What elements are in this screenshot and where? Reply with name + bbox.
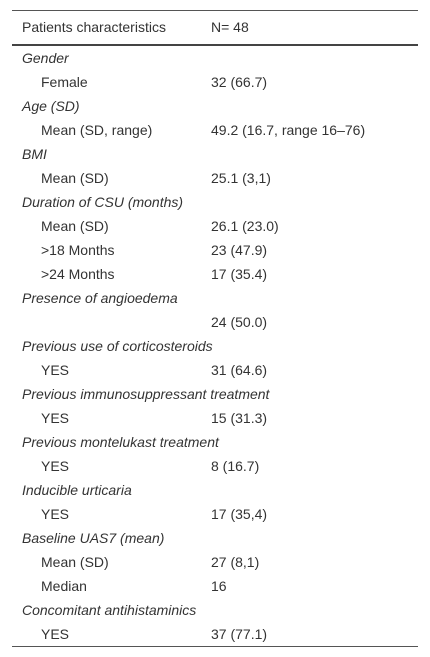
data-row: 24 (50.0) bbox=[12, 310, 418, 334]
row-value: 27 (8,1) bbox=[211, 554, 260, 570]
group-label: Previous montelukast treatment bbox=[22, 434, 219, 450]
row-value: 32 (66.7) bbox=[211, 74, 268, 90]
group-row: Baseline UAS7 (mean) bbox=[12, 526, 418, 550]
row-label: YES bbox=[41, 506, 70, 522]
group-row: Duration of CSU (months) bbox=[12, 190, 418, 214]
row-label: YES bbox=[41, 626, 70, 642]
row-label: YES bbox=[41, 362, 70, 378]
data-row: YES 31 (64.6) bbox=[12, 358, 418, 382]
header-cell: Patients characteristics bbox=[22, 19, 166, 35]
header-cell: N= 48 bbox=[211, 19, 249, 35]
group-label: Presence of angioedema bbox=[22, 290, 178, 306]
row-value: 17 (35.4) bbox=[211, 266, 268, 282]
data-row: Mean (SD, range) 49.2 (16.7, range 16–76) bbox=[12, 118, 418, 142]
row-value: 37 (77.1) bbox=[211, 626, 268, 642]
group-label: Previous immunosuppressant treatment bbox=[22, 386, 270, 402]
group-row: Inducible urticaria bbox=[12, 478, 418, 502]
row-value: 26.1 (23.0) bbox=[211, 218, 279, 234]
group-row: Age (SD) bbox=[12, 94, 418, 118]
row-label: >18 Months bbox=[41, 242, 115, 258]
group-label: Age (SD) bbox=[22, 98, 80, 114]
data-row: Mean (SD) 27 (8,1) bbox=[12, 550, 418, 574]
row-value: 49.2 (16.7, range 16–76) bbox=[211, 122, 366, 138]
group-label: Duration of CSU (months) bbox=[22, 194, 184, 210]
group-label: Concomitant antihistaminics bbox=[22, 602, 197, 618]
data-row: Mean (SD) 25.1 (3,1) bbox=[12, 166, 418, 190]
row-label: Mean (SD) bbox=[41, 554, 109, 570]
data-row: Female 32 (66.7) bbox=[12, 70, 418, 94]
group-label: Baseline UAS7 (mean) bbox=[22, 530, 165, 546]
data-row: YES 17 (35,4) bbox=[12, 502, 418, 526]
data-row: >18 Months 23 (47.9) bbox=[12, 238, 418, 262]
row-label: Mean (SD) bbox=[41, 218, 109, 234]
row-label: Female bbox=[41, 74, 88, 90]
group-row: Previous use of corticosteroids bbox=[12, 334, 418, 358]
row-value: 15 (31.3) bbox=[211, 410, 268, 426]
group-row: Previous immunosuppressant treatment bbox=[12, 382, 418, 406]
group-row: Previous montelukast treatment bbox=[12, 430, 418, 454]
group-label: BMI bbox=[22, 146, 47, 162]
row-label: YES bbox=[41, 410, 70, 426]
group-row: Gender bbox=[12, 46, 418, 70]
row-label: >24 Months bbox=[41, 266, 115, 282]
row-value: 17 (35,4) bbox=[211, 506, 268, 522]
row-label: YES bbox=[41, 458, 70, 474]
group-label: Gender bbox=[22, 50, 69, 66]
group-row: Concomitant antihistaminics bbox=[12, 598, 418, 622]
group-label: Previous use of corticosteroids bbox=[22, 338, 213, 354]
data-row: YES 15 (31.3) bbox=[12, 406, 418, 430]
data-row: Median 16 bbox=[12, 574, 418, 598]
row-value: 16 bbox=[211, 578, 227, 594]
row-value: 31 (64.6) bbox=[211, 362, 268, 378]
row-label: Median bbox=[41, 578, 87, 594]
row-value: 25.1 (3,1) bbox=[211, 170, 271, 186]
data-row: YES 8 (16.7) bbox=[12, 454, 418, 478]
group-row: BMI bbox=[12, 142, 418, 166]
group-row: Presence of angioedema bbox=[12, 286, 418, 310]
header-row: Patients characteristics N= 48 bbox=[12, 11, 418, 46]
row-value: 23 (47.9) bbox=[211, 242, 268, 258]
row-value: 24 (50.0) bbox=[211, 314, 268, 330]
row-value: 8 (16.7) bbox=[211, 458, 260, 474]
row-label: Mean (SD, range) bbox=[41, 122, 153, 138]
data-row: >24 Months 17 (35.4) bbox=[12, 262, 418, 286]
data-row: YES 37 (77.1) bbox=[12, 622, 418, 646]
table: Patients characteristics N= 48 Gender Fem… bbox=[12, 10, 418, 647]
row-label: Mean (SD) bbox=[41, 170, 109, 186]
group-label: Inducible urticaria bbox=[22, 482, 132, 498]
data-row: Mean (SD) 26.1 (23.0) bbox=[12, 214, 418, 238]
